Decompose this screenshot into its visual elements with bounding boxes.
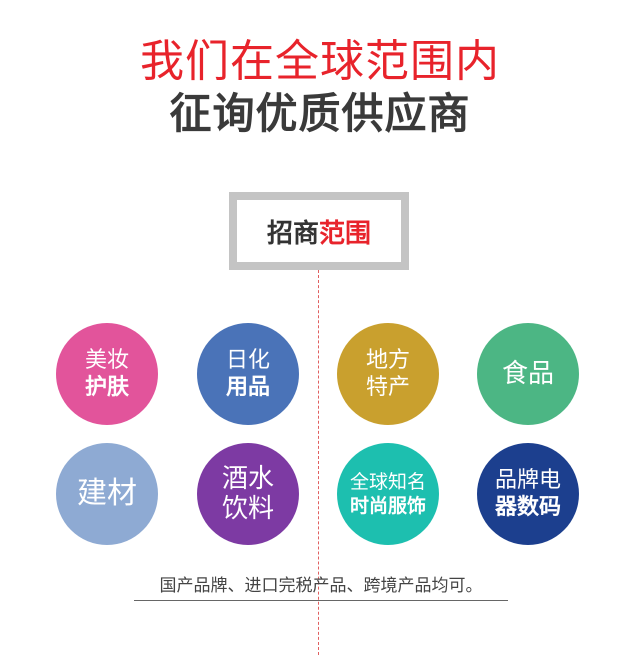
category-food: 食品 <box>477 323 579 425</box>
category-global-fashion: 全球知名 时尚服饰 <box>337 443 439 545</box>
category-local-specialties: 地方 特产 <box>337 323 439 425</box>
headline-seeking-suppliers: 征询优质供应商 <box>169 89 471 138</box>
category-daily-chemicals: 日化 用品 <box>197 323 299 425</box>
category-beauty-skincare: 美妆 护肤 <box>56 323 158 425</box>
section-title-prefix: 招商 <box>266 218 319 249</box>
section-title-box: 招商 范围 <box>229 192 409 270</box>
category-line-1: 品牌电 <box>494 468 561 493</box>
category-line-1: 全球知名 <box>349 471 426 493</box>
category-line-2: 护肤 <box>84 375 129 400</box>
category-building-materials: 建材 <box>56 443 158 545</box>
category-line-1: 日化 <box>225 348 270 373</box>
category-line-1: 食品 <box>501 359 554 389</box>
footnote-eligible-products: 国产品牌、进口完税产品、跨境产品均可。 <box>159 576 483 596</box>
footnote-underline <box>134 600 508 601</box>
category-line-1: 建材 <box>77 476 137 511</box>
category-line-2: 时尚服饰 <box>349 495 426 517</box>
section-title: 招商 范围 <box>237 200 401 262</box>
category-brand-electronics: 品牌电 器数码 <box>477 443 579 545</box>
category-line-2: 特产 <box>365 375 410 400</box>
category-line-1: 地方 <box>365 348 410 373</box>
category-line-1: 美妆 <box>84 348 129 373</box>
section-title-accent: 范围 <box>319 218 372 249</box>
category-line-2: 用品 <box>225 375 270 400</box>
category-beverages: 酒水 饮料 <box>197 443 299 545</box>
headline-global-range: 我们在全球范围内 <box>140 36 500 87</box>
category-line-1: 酒水 <box>221 464 274 494</box>
category-line-2: 器数码 <box>494 495 561 520</box>
center-dashed-divider <box>318 270 319 655</box>
category-line-2: 饮料 <box>221 494 274 524</box>
